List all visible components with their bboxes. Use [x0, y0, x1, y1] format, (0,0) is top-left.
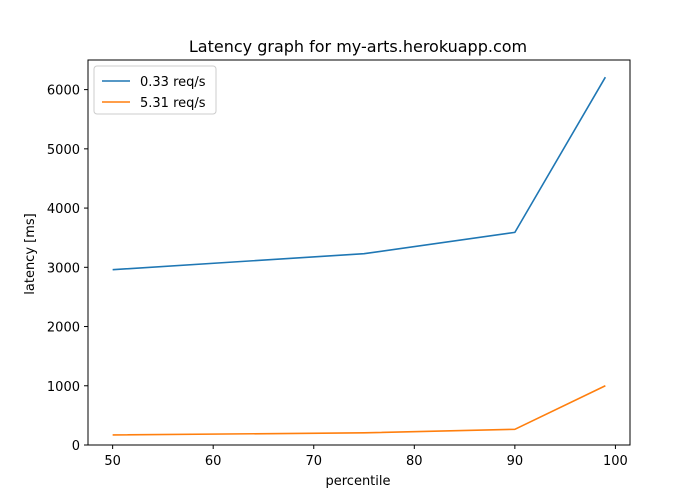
y-axis-label: latency [ms]: [23, 213, 38, 294]
plot-series: [112, 76, 607, 436]
chart-title: Latency graph for my-arts.herokuapp.com: [189, 37, 527, 56]
x-tick-label: 90: [507, 454, 524, 469]
series-line-2: [112, 385, 606, 436]
y-tick-label: 5000: [47, 143, 80, 158]
x-axis-label: percentile: [325, 474, 390, 489]
x-tick-label: 50: [104, 454, 121, 469]
x-tick-label: 100: [603, 454, 628, 469]
x-tick-label: 80: [406, 454, 423, 469]
y-tick-label: 3000: [47, 261, 80, 276]
y-tick-label: 2000: [47, 321, 80, 336]
x-tick-label: 60: [205, 454, 222, 469]
y-tick-label: 0: [72, 439, 80, 454]
y-tick-label: 1000: [47, 380, 80, 395]
y-tick-label: 4000: [47, 202, 80, 217]
series-line-1: [112, 76, 607, 271]
plot-frame: [87, 59, 631, 446]
chart-legend: 0.33 req/s 5.31 req/s: [93, 65, 217, 115]
legend-label-2: 5.31 req/s: [140, 96, 206, 111]
legend-label-1: 0.33 req/s: [140, 75, 206, 90]
y-tick-label: 6000: [47, 84, 80, 99]
x-tick-label: 70: [305, 454, 322, 469]
